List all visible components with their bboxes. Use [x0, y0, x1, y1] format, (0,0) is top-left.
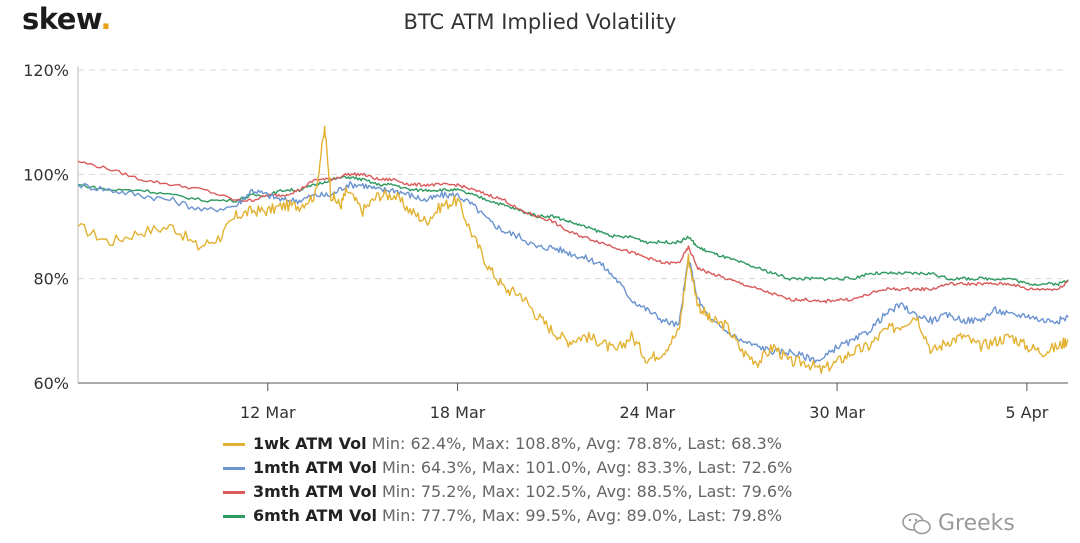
series-line-1wk	[77, 125, 1069, 374]
legend-item-1mth[interactable]: 1mth ATM Vol Min: 64.3%, Max: 101.0%, Av…	[223, 456, 792, 480]
axes: 60% 80% 100% 120% 12 Mar 18 Mar 24 Mar 30 Mar 5 …	[23, 61, 1068, 422]
line-chart: 60% 80% 100% 120% 12 Mar 18 Mar 24 Mar 30 Mar 5 …	[23, 61, 1069, 422]
legend: 1wk ATM Vol Min: 62.4%, Max: 108.8%, Avg…	[223, 432, 792, 528]
watermark-text: Greeks	[938, 511, 1015, 536]
legend-swatch-1wk	[223, 442, 245, 446]
legend-series-stats: Min: 77.7%, Max: 99.5%, Avg: 89.0%, Last…	[381, 506, 783, 525]
chart-title: BTC ATM Implied Volatility	[403, 10, 677, 34]
x-tick-label: 24 Mar	[620, 403, 676, 422]
x-tick-label: 18 Mar	[430, 403, 486, 422]
logo-text: skew	[22, 2, 101, 36]
series-line-3mth	[77, 160, 1069, 304]
legend-item-1wk[interactable]: 1wk ATM Vol Min: 62.4%, Max: 108.8%, Avg…	[223, 432, 792, 456]
legend-series-stats: Min: 64.3%, Max: 101.0%, Avg: 83.3%, Las…	[381, 458, 793, 477]
grid	[78, 69, 1068, 280]
y-tick-label: 120%	[23, 61, 69, 80]
y-tick-label: 80%	[33, 270, 69, 289]
x-tick-label: 12 Mar	[240, 403, 296, 422]
x-tick-label: 5 Apr	[1005, 403, 1048, 422]
legend-swatch-3mth	[223, 490, 245, 494]
legend-series-stats: Min: 75.2%, Max: 102.5%, Avg: 88.5%, Las…	[381, 482, 793, 501]
legend-series-name: 6mth ATM Vol	[253, 506, 377, 525]
legend-series-name: 3mth ATM Vol	[253, 482, 377, 501]
legend-series-name: 1wk ATM Vol	[253, 434, 367, 453]
legend-item-6mth[interactable]: 6mth ATM Vol Min: 77.7%, Max: 99.5%, Avg…	[223, 504, 792, 528]
series-line-6mth	[77, 175, 1069, 287]
watermark: Greeks	[902, 511, 1015, 536]
skew-logo: skew.	[22, 2, 111, 36]
legend-swatch-6mth	[223, 514, 245, 518]
legend-swatch-1mth	[223, 466, 245, 470]
wechat-icon	[902, 512, 931, 534]
logo-dot: .	[100, 2, 111, 36]
legend-item-3mth[interactable]: 3mth ATM Vol Min: 75.2%, Max: 102.5%, Av…	[223, 480, 792, 504]
y-tick-label: 100%	[23, 165, 69, 184]
x-tick-label: 30 Mar	[809, 403, 865, 422]
y-tick-label: 60%	[33, 374, 69, 393]
legend-series-stats: Min: 62.4%, Max: 108.8%, Avg: 78.8%, Las…	[371, 434, 782, 453]
series-lines	[77, 125, 1069, 374]
legend-series-name: 1mth ATM Vol	[253, 458, 377, 477]
series-line-1mth	[77, 181, 1069, 364]
